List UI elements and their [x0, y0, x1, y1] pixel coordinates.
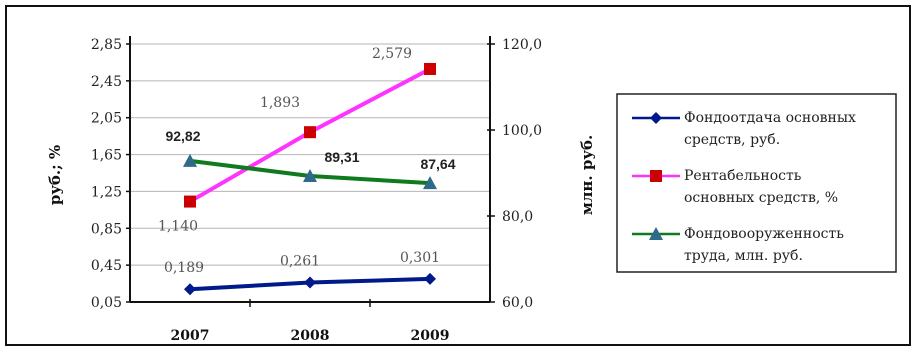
data-label: 89,31	[324, 149, 359, 165]
data-label: 87,64	[420, 156, 455, 172]
axes-layer: 0,05 0,45 0,85 1,25 1,65 2,05 2,45 2,85 60,0 80,0…	[91, 36, 542, 344]
legend-label: Рентабельность	[684, 168, 802, 184]
y-right-axis-label: млн. руб.	[578, 135, 596, 215]
y-left-axis-label: руб.; %	[46, 145, 64, 205]
data-point-triangle	[649, 227, 663, 240]
data-label: 1,140	[158, 219, 198, 235]
legend-label: средств, руб.	[684, 132, 780, 148]
legend-label: Фондоотдача основных	[684, 110, 856, 126]
data-label: 0,189	[164, 260, 204, 276]
y-left-tick-label: 2,85	[91, 37, 122, 53]
data-label: 1,893	[260, 95, 300, 111]
legend-label: труда, млн. руб.	[684, 248, 803, 264]
legend: Фондоотдача основных средств, руб. Рентабе…	[616, 93, 897, 273]
data-point-square	[424, 62, 436, 75]
data-label: 0,301	[400, 250, 440, 266]
y-left-tick-label: 1,25	[91, 184, 122, 200]
x-tick-label: 2007	[171, 328, 210, 344]
y-left-tick-label: 2,45	[91, 74, 122, 90]
legend-label: Фондовооруженность	[684, 226, 844, 242]
y-left-tick-label: 0,05	[91, 295, 122, 311]
data-point-square	[650, 170, 662, 182]
data-point-diamond	[424, 272, 436, 285]
y-right-tick-label: 60,0	[502, 295, 533, 311]
data-labels-layer: 0,189 0,261 0,301 1,140 1,893 2,579 92,82 89,31…	[158, 46, 456, 276]
y-left-tick-label: 0,85	[91, 221, 122, 237]
legend-items: Фондоотдача основных средств, руб. Рентабе…	[632, 110, 856, 264]
x-tick-label: 2009	[411, 328, 450, 344]
data-point-diamond	[184, 283, 196, 296]
data-point-triangle	[423, 176, 437, 190]
data-point-diamond	[650, 112, 662, 124]
y-left-tick-label: 2,05	[91, 111, 122, 127]
data-point-square	[304, 126, 316, 139]
data-point-square	[184, 195, 196, 208]
grid-layer	[130, 43, 490, 266]
y-left-tick-label: 1,65	[91, 148, 122, 164]
y-left-tick-label: 0,45	[91, 258, 122, 274]
y-right-tick-label: 100,0	[502, 123, 542, 139]
y-right-tick-label: 120,0	[502, 37, 542, 53]
data-point-triangle	[183, 153, 197, 167]
legend-box	[616, 93, 897, 273]
y-right-tick-label: 80,0	[502, 209, 533, 225]
legend-label: основных средств, %	[684, 190, 838, 206]
data-label: 2,579	[372, 46, 412, 62]
data-point-diamond	[304, 276, 316, 289]
series-layer	[183, 62, 437, 296]
data-label: 92,82	[165, 128, 200, 144]
x-tick-label: 2008	[291, 328, 330, 344]
data-point-triangle	[303, 168, 317, 182]
data-label: 0,261	[280, 254, 320, 270]
